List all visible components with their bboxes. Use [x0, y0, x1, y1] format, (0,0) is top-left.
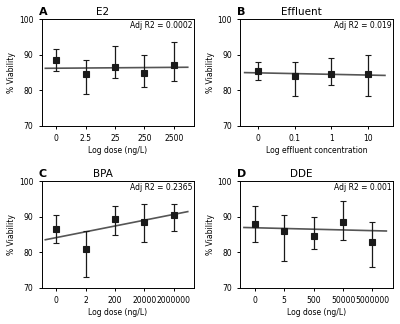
Y-axis label: % Viability: % Viability [206, 214, 214, 255]
X-axis label: Log dose (ng/L): Log dose (ng/L) [287, 308, 346, 317]
Text: Adj R2 = 0.001: Adj R2 = 0.001 [334, 183, 392, 192]
Text: B: B [237, 7, 246, 17]
Y-axis label: % Viability: % Viability [7, 214, 16, 255]
Y-axis label: % Viability: % Viability [206, 52, 214, 93]
Text: A: A [38, 7, 47, 17]
X-axis label: Log dose (ng/L): Log dose (ng/L) [88, 308, 148, 317]
X-axis label: Log dose (ng/L): Log dose (ng/L) [88, 146, 148, 155]
Title: Effluent: Effluent [281, 7, 322, 17]
Text: Adj R2 = 0.0002: Adj R2 = 0.0002 [130, 21, 193, 30]
Text: C: C [38, 169, 47, 179]
Text: D: D [237, 169, 246, 179]
Y-axis label: % Viability: % Viability [7, 52, 16, 93]
Title: DDE: DDE [290, 169, 312, 179]
X-axis label: Log effluent concentration: Log effluent concentration [266, 146, 367, 155]
Title: E2: E2 [96, 7, 109, 17]
Title: BPA: BPA [93, 169, 113, 179]
Text: Adj R2 = 0.019: Adj R2 = 0.019 [334, 21, 392, 30]
Text: Adj R2 = 0.2365: Adj R2 = 0.2365 [130, 183, 193, 192]
